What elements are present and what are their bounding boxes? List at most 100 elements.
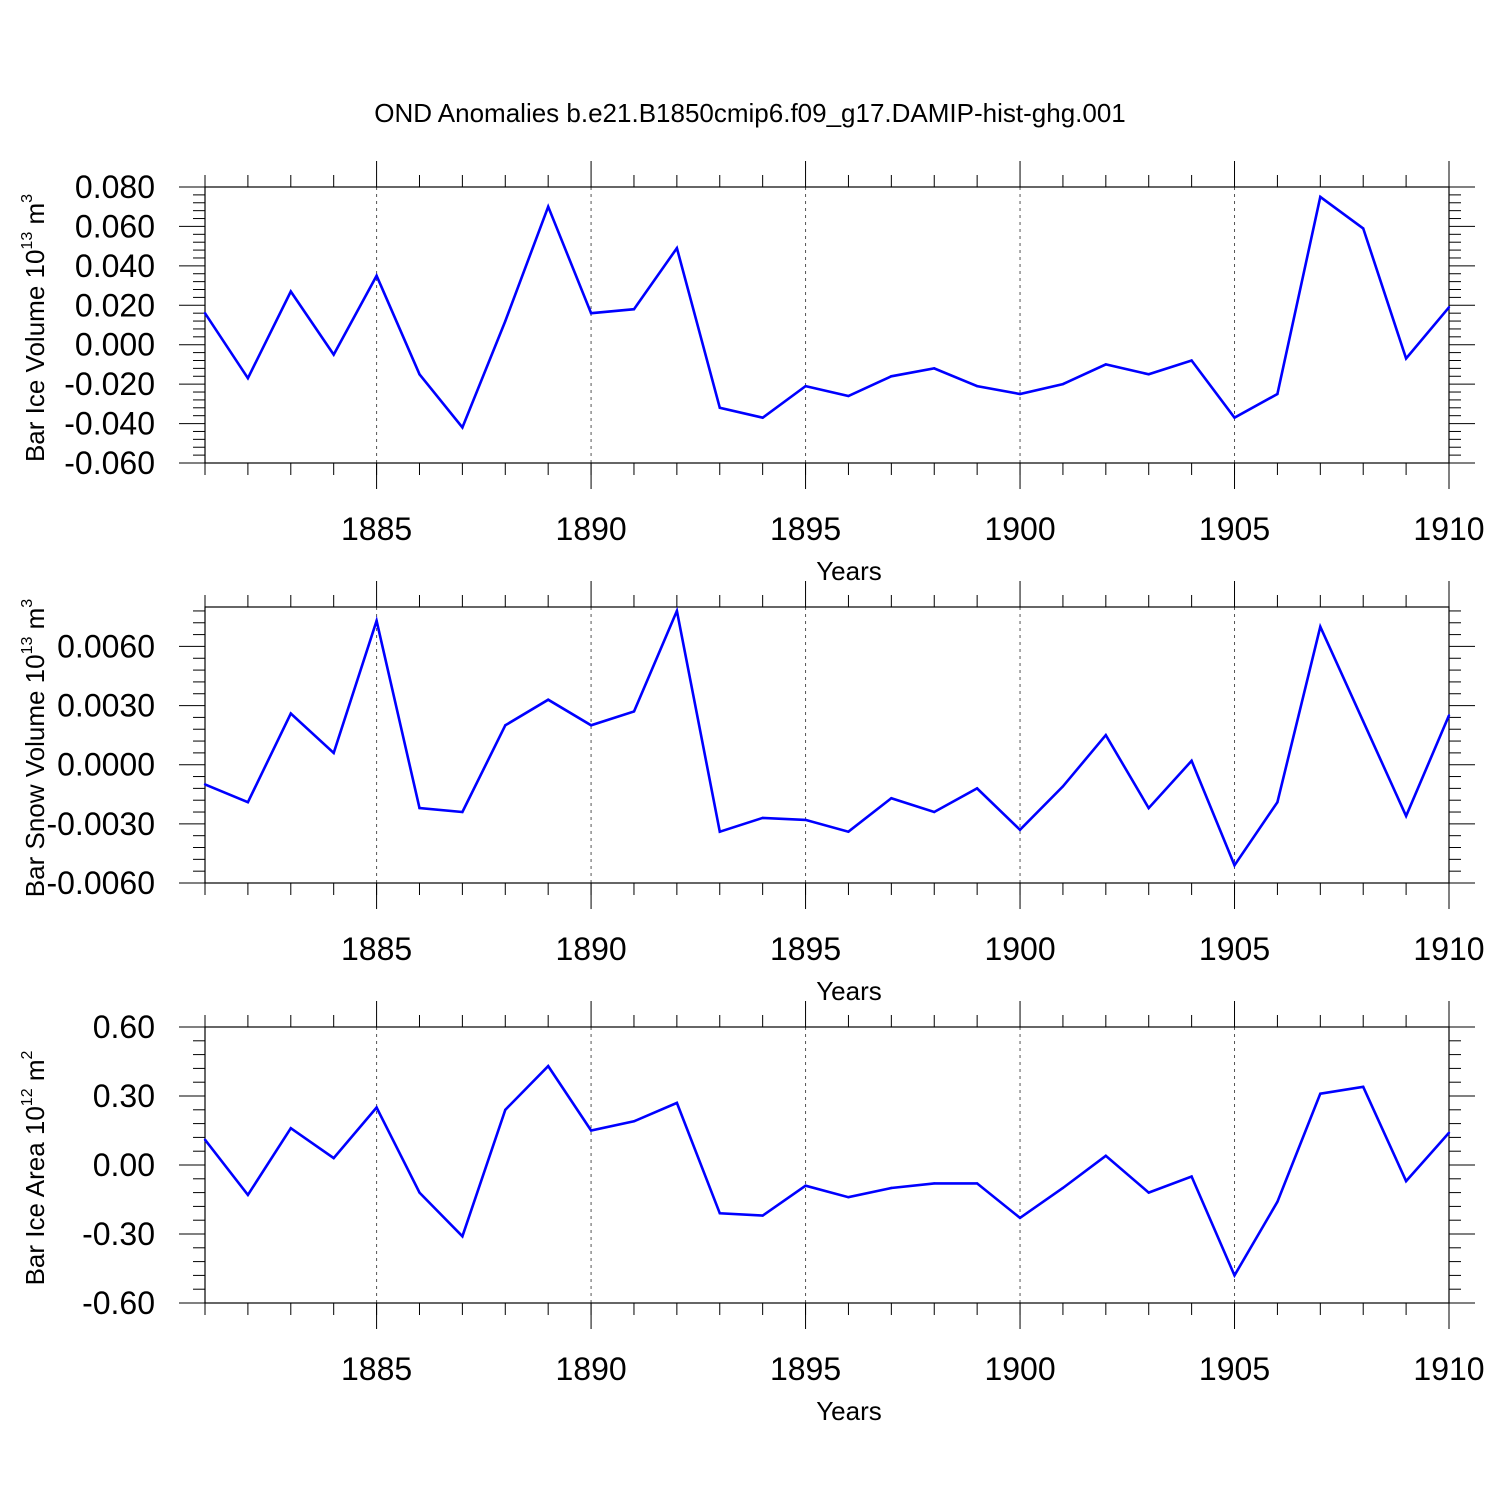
data-series-line xyxy=(203,1064,1450,1279)
data-point xyxy=(1276,800,1279,804)
x-tick-label: 1890 xyxy=(555,931,626,967)
data-point xyxy=(461,426,464,429)
x-tick-label: 1900 xyxy=(984,1351,1055,1387)
x-tick-label: 1905 xyxy=(1199,931,1270,967)
y-tick-label: 0.080 xyxy=(75,169,155,205)
data-point xyxy=(1319,195,1322,199)
data-point xyxy=(1276,392,1279,396)
plot-frame xyxy=(204,606,1450,884)
data-point xyxy=(804,818,807,822)
data-point xyxy=(1233,1274,1236,1277)
data-point xyxy=(1404,1179,1408,1183)
data-point xyxy=(418,806,421,810)
y-tick-label: 0.000 xyxy=(75,327,155,363)
y-tick-label: -0.040 xyxy=(64,406,155,442)
chart-panel-3: -0.60 -0.30 0.00 0.30 0.60 1885 1890 1895 1900 19… xyxy=(19,1001,1485,1426)
data-point xyxy=(1061,382,1065,386)
data-series-line xyxy=(204,606,1451,869)
data-point xyxy=(289,290,292,293)
y-axis-label: Bar Snow Volume 1013 m3 xyxy=(19,599,50,898)
data-point xyxy=(1061,785,1065,788)
plot-frame xyxy=(204,1026,1450,1304)
data-point xyxy=(375,1106,378,1109)
data-point xyxy=(1018,1216,1022,1220)
x-tick-label: 1910 xyxy=(1413,931,1484,967)
y-tick-label: -0.020 xyxy=(64,366,155,402)
data-point xyxy=(761,1214,764,1217)
data-point xyxy=(1404,357,1408,360)
data-point xyxy=(203,311,207,315)
chart-panel-2: -0.0060 -0.0030 0.0000 0.0030 0.0060 1885 1890… xyxy=(19,581,1485,1006)
y-tick-label: 0.020 xyxy=(75,287,155,323)
data-point xyxy=(332,1156,335,1160)
y-tick-label: 0.00 xyxy=(93,1147,155,1183)
data-point xyxy=(1319,1092,1322,1095)
data-point xyxy=(332,353,335,356)
data-point xyxy=(632,1120,636,1123)
data-point xyxy=(761,416,764,419)
data-point xyxy=(418,1191,421,1194)
data-point xyxy=(1147,806,1150,810)
data-point xyxy=(289,1127,292,1130)
data-point xyxy=(933,1182,936,1185)
data-point xyxy=(1447,1131,1451,1135)
y-tick-label: -0.30 xyxy=(82,1216,155,1252)
x-tick-label: 1900 xyxy=(984,511,1055,547)
x-axis-label: Years xyxy=(816,1396,882,1426)
data-point xyxy=(1233,864,1236,867)
x-tick-label: 1895 xyxy=(770,931,841,967)
y-tick-label: -0.0030 xyxy=(46,806,155,842)
data-point xyxy=(461,1235,464,1238)
data-point xyxy=(504,724,507,727)
x-tick-label: 1895 xyxy=(770,1351,841,1387)
data-point xyxy=(1447,306,1451,309)
data-point xyxy=(1018,392,1022,396)
data-point xyxy=(418,373,421,376)
y-tick-label: 0.040 xyxy=(75,248,155,284)
x-tick-label: 1890 xyxy=(555,511,626,547)
y-tick-label: -0.060 xyxy=(64,445,155,481)
data-point xyxy=(1190,359,1193,362)
chart-title: OND Anomalies b.e21.B1850cmip6.f09_g17.D… xyxy=(374,98,1126,128)
data-point xyxy=(975,1182,979,1185)
data-point xyxy=(289,712,292,715)
data-point xyxy=(246,377,250,380)
data-point xyxy=(375,274,378,277)
data-point xyxy=(1447,714,1451,717)
data-point xyxy=(675,246,679,250)
x-tick-label: 1910 xyxy=(1413,1351,1484,1387)
data-point xyxy=(1404,814,1408,818)
data-point xyxy=(1362,720,1365,723)
data-point xyxy=(675,1101,679,1105)
data-point xyxy=(804,1184,807,1187)
data-point xyxy=(1276,1200,1279,1204)
data-point xyxy=(375,619,378,622)
data-point xyxy=(718,830,721,833)
data-point xyxy=(890,1186,893,1190)
data-point xyxy=(847,830,850,833)
data-point xyxy=(1018,828,1022,831)
x-tick-label: 1885 xyxy=(341,1351,412,1387)
y-axis-label: Bar Ice Volume 1013 m3 xyxy=(19,194,50,462)
data-point xyxy=(675,609,679,613)
data-point xyxy=(933,810,936,814)
data-point xyxy=(1104,733,1108,737)
y-axis-label: Bar Ice Area 1012 m2 xyxy=(19,1050,50,1285)
data-point xyxy=(933,367,936,370)
data-point xyxy=(1147,1191,1150,1194)
x-tick-label: 1890 xyxy=(555,1351,626,1387)
data-point xyxy=(1190,1175,1193,1178)
data-point xyxy=(1319,625,1322,628)
data-point xyxy=(632,710,636,713)
data-point xyxy=(1362,227,1365,230)
x-axis-label: Years xyxy=(816,976,882,1006)
data-point xyxy=(504,319,507,323)
y-tick-label: 0.30 xyxy=(93,1078,155,1114)
data-point xyxy=(589,311,593,315)
data-point xyxy=(975,384,979,388)
data-point xyxy=(546,698,550,701)
y-tick-label: -0.60 xyxy=(82,1285,155,1321)
y-tick-label: 0.060 xyxy=(75,208,155,244)
data-point xyxy=(761,816,764,820)
